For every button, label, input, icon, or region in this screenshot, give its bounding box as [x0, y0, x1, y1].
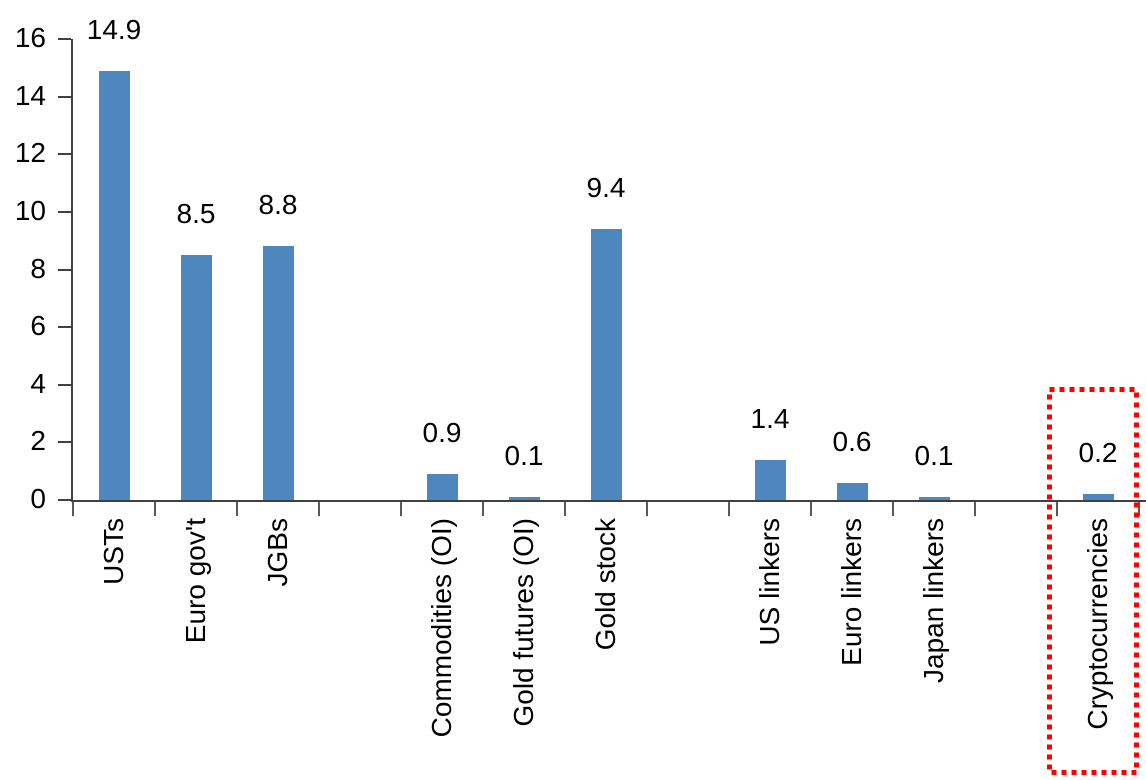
x-axis-tick-mark: [236, 502, 238, 516]
y-axis-tick-label: 4: [30, 367, 46, 399]
x-axis-category-label: US linkers: [754, 518, 785, 646]
y-axis-tick-label: 12: [14, 137, 46, 169]
y-axis-line: [71, 39, 73, 502]
y-axis-tick-mark: [58, 95, 71, 98]
x-axis-category-label: USTs: [98, 518, 129, 585]
y-axis-tick-label: 16: [14, 22, 46, 53]
x-axis-tick-mark: [72, 502, 74, 516]
x-axis-category-label: Cryptocurrencies: [1082, 518, 1113, 730]
y-axis-tick-label: 14: [14, 79, 46, 111]
y-axis-tick-mark: [58, 499, 71, 501]
bar: [262, 246, 294, 500]
y-axis-tick-mark: [58, 383, 71, 386]
x-axis-tick-mark: [646, 502, 648, 516]
bar-value-label: 0.6: [832, 426, 872, 457]
x-axis-tick-mark: [482, 502, 484, 516]
y-axis-tick-mark: [58, 268, 71, 271]
y-axis-tick-label: 6: [30, 310, 46, 342]
x-axis-category-label: Gold futures (OI): [508, 518, 539, 727]
x-axis-category-label: Euro gov't: [180, 518, 211, 644]
y-axis-tick-mark: [58, 153, 71, 156]
x-axis-category-label: Commodities (OI): [426, 518, 457, 738]
x-axis-tick-mark: [810, 502, 812, 516]
bar-value-label: 0.2: [1078, 437, 1118, 468]
bar-value-label: 9.4: [586, 172, 626, 203]
x-axis-category-label: JGBs: [262, 518, 293, 587]
x-axis-category-label: Euro linkers: [836, 518, 867, 666]
x-axis-tick-mark: [154, 502, 156, 516]
bar-value-label: 8.5: [176, 198, 216, 229]
bar-value-label: 14.9: [86, 14, 142, 45]
x-axis-tick-mark: [318, 502, 320, 516]
y-axis-tick-label: 10: [14, 194, 46, 226]
bar: [98, 71, 130, 500]
bar: [426, 474, 458, 500]
x-axis-line: [71, 500, 1146, 502]
y-axis-tick-mark: [58, 38, 71, 40]
bar-value-label: 1.4: [750, 403, 790, 434]
bar: [180, 255, 212, 500]
y-axis-tick-label: 8: [30, 252, 46, 284]
bar: [754, 460, 786, 500]
bar: [590, 229, 622, 500]
x-axis-tick-mark: [892, 502, 894, 516]
x-axis-tick-mark: [564, 502, 566, 516]
x-axis-tick-mark: [1056, 502, 1058, 516]
y-axis-tick-label: 0: [30, 483, 46, 514]
y-axis-tick-mark: [58, 441, 71, 444]
x-axis-category-label: Japan linkers: [918, 518, 949, 683]
x-axis-tick-mark: [400, 502, 402, 516]
bar: [918, 497, 950, 500]
y-axis-tick-label: 2: [30, 425, 46, 457]
bar-value-label: 8.8: [258, 189, 298, 220]
x-axis-tick-mark: [974, 502, 976, 516]
bar: [836, 483, 868, 500]
x-axis-category-label: Gold stock: [590, 518, 621, 651]
bar: [508, 497, 540, 500]
x-axis-tick-mark: [728, 502, 730, 516]
bar-value-label: 0.1: [914, 440, 954, 471]
bar: [1082, 494, 1114, 500]
x-axis-tick-mark: [1138, 502, 1140, 516]
bar-value-label: 0.1: [504, 440, 544, 471]
y-axis-tick-mark: [58, 210, 71, 213]
y-axis-tick-mark: [58, 326, 71, 329]
bar-value-label: 0.9: [422, 417, 462, 448]
